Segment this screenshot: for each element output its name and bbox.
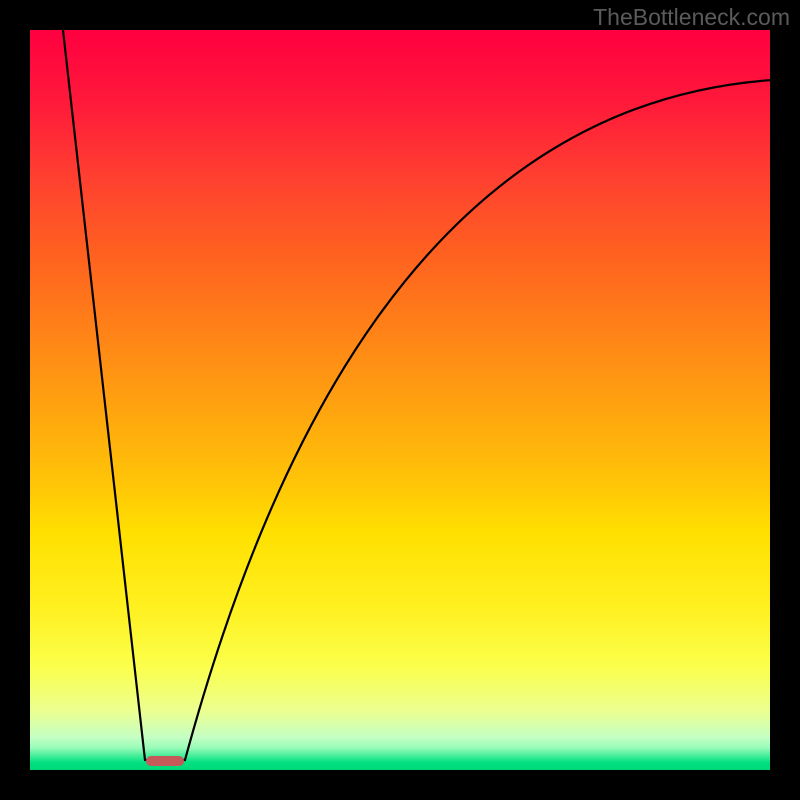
plot-background	[30, 30, 770, 770]
chart-container: TheBottleneck.com	[0, 0, 800, 800]
bottleneck-chart	[0, 0, 800, 800]
watermark-text: TheBottleneck.com	[593, 4, 790, 31]
optimal-marker	[146, 756, 184, 766]
